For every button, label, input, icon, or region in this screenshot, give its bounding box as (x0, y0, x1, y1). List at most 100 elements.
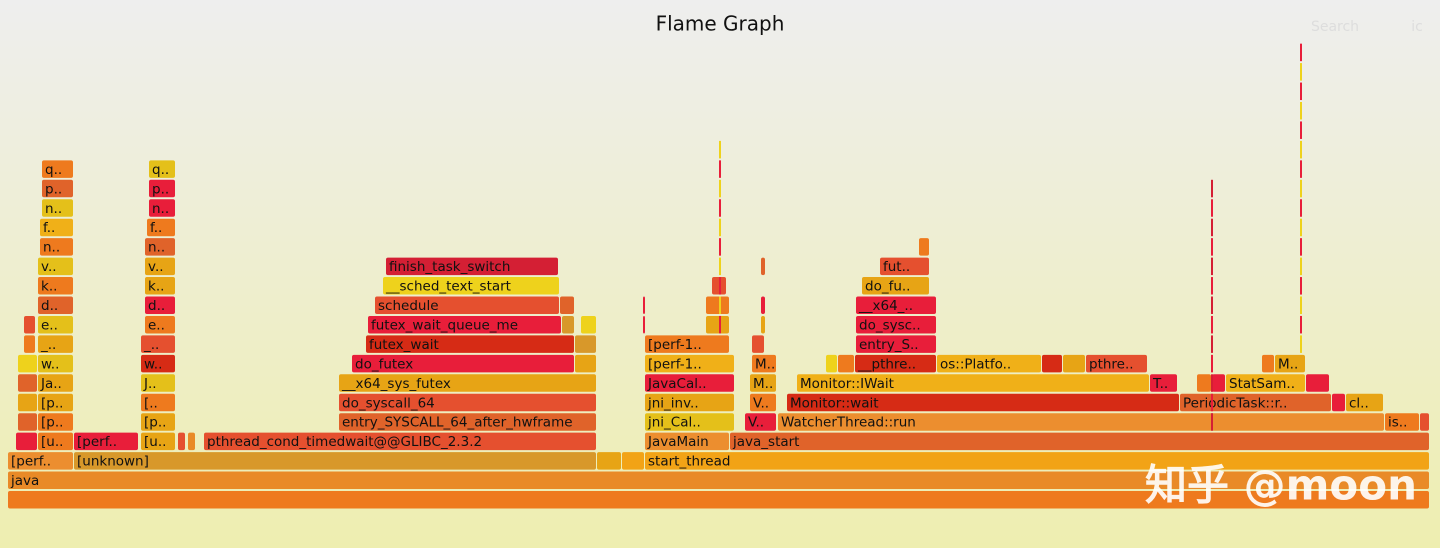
frame[interactable] (1300, 43, 1302, 62)
frame[interactable] (719, 315, 721, 334)
frame[interactable] (1211, 179, 1213, 198)
frame[interactable] (643, 315, 645, 334)
frame[interactable] (38, 374, 73, 392)
frame[interactable] (386, 257, 558, 276)
frame[interactable] (1211, 315, 1213, 334)
frame[interactable] (719, 257, 721, 276)
frame[interactable] (862, 277, 929, 295)
frame[interactable] (1300, 63, 1302, 81)
frame[interactable] (730, 432, 1429, 451)
frame[interactable] (719, 179, 721, 198)
frame[interactable] (706, 296, 729, 315)
frame[interactable] (40, 238, 73, 256)
frame[interactable] (40, 218, 73, 237)
frame[interactable] (778, 413, 1384, 431)
frame[interactable] (145, 277, 175, 295)
frame[interactable] (1211, 413, 1213, 431)
frame[interactable] (141, 335, 175, 353)
frame[interactable] (560, 296, 574, 315)
frame[interactable] (366, 335, 574, 353)
frame[interactable] (141, 432, 175, 451)
frame[interactable] (147, 218, 175, 237)
frame[interactable] (1197, 374, 1211, 392)
frame[interactable] (1300, 277, 1302, 295)
frame[interactable] (1211, 238, 1213, 256)
frame[interactable] (38, 257, 73, 276)
frame[interactable] (1300, 121, 1302, 139)
frame[interactable] (38, 315, 73, 334)
frame[interactable] (645, 413, 734, 431)
frame[interactable] (178, 432, 185, 451)
frame[interactable] (1306, 374, 1329, 392)
frame[interactable] (141, 354, 175, 373)
frame[interactable] (1226, 374, 1305, 392)
frame[interactable] (1211, 296, 1213, 315)
frame[interactable] (1042, 354, 1062, 373)
frame[interactable] (1420, 413, 1429, 431)
frame[interactable] (352, 354, 574, 373)
frame[interactable] (1212, 374, 1225, 392)
frame[interactable] (141, 413, 175, 431)
frame[interactable] (1300, 218, 1302, 237)
frame[interactable] (1300, 238, 1302, 256)
frame[interactable] (188, 432, 195, 451)
frame[interactable] (1346, 393, 1383, 412)
frame[interactable] (856, 296, 936, 315)
frame[interactable] (1180, 393, 1331, 412)
frame[interactable] (1211, 374, 1213, 392)
frame[interactable] (643, 296, 645, 315)
frame[interactable] (368, 315, 561, 334)
frame[interactable] (761, 296, 765, 315)
frame[interactable] (1300, 82, 1302, 101)
frame[interactable] (645, 374, 734, 392)
frame[interactable] (42, 160, 73, 178)
frame[interactable] (719, 160, 721, 178)
frame[interactable] (1262, 354, 1274, 373)
frame[interactable] (339, 393, 596, 412)
frame[interactable] (145, 296, 175, 315)
frame[interactable] (1275, 354, 1305, 373)
frame[interactable] (937, 354, 1041, 373)
frame[interactable] (8, 452, 73, 470)
frame[interactable] (149, 179, 175, 198)
frame[interactable] (1300, 335, 1302, 353)
frame[interactable] (597, 452, 621, 470)
frame[interactable] (141, 374, 175, 392)
frame[interactable] (339, 413, 596, 431)
frame[interactable] (575, 354, 596, 373)
frame[interactable] (38, 354, 73, 373)
frame[interactable] (38, 335, 73, 353)
frame[interactable] (145, 315, 175, 334)
frame[interactable] (838, 354, 854, 373)
frame[interactable] (706, 315, 729, 334)
frame[interactable] (74, 432, 138, 451)
frame[interactable] (141, 393, 175, 412)
frame[interactable] (145, 257, 175, 276)
frame[interactable] (38, 432, 73, 451)
frame[interactable] (719, 199, 721, 217)
frame[interactable] (1211, 335, 1213, 353)
frame[interactable] (375, 296, 559, 315)
frame[interactable] (645, 432, 729, 451)
frame[interactable] (1063, 354, 1085, 373)
frame[interactable] (18, 374, 37, 392)
frame[interactable] (719, 277, 721, 295)
frame[interactable] (383, 277, 559, 295)
frame[interactable] (18, 393, 37, 412)
frame[interactable] (145, 238, 175, 256)
frame[interactable] (149, 199, 175, 217)
frame[interactable] (18, 354, 37, 373)
frame[interactable] (1300, 296, 1302, 315)
frame[interactable] (1300, 140, 1302, 159)
frame[interactable] (1300, 315, 1302, 334)
frame[interactable] (204, 432, 596, 451)
frame[interactable] (42, 199, 73, 217)
frame[interactable] (880, 257, 929, 276)
frame[interactable] (645, 393, 734, 412)
search-button[interactable]: Search (1311, 19, 1359, 35)
frame[interactable] (42, 179, 73, 198)
frame[interactable] (1086, 354, 1147, 373)
frame[interactable] (1211, 393, 1213, 412)
frame[interactable] (826, 354, 837, 373)
frame[interactable] (1332, 393, 1345, 412)
